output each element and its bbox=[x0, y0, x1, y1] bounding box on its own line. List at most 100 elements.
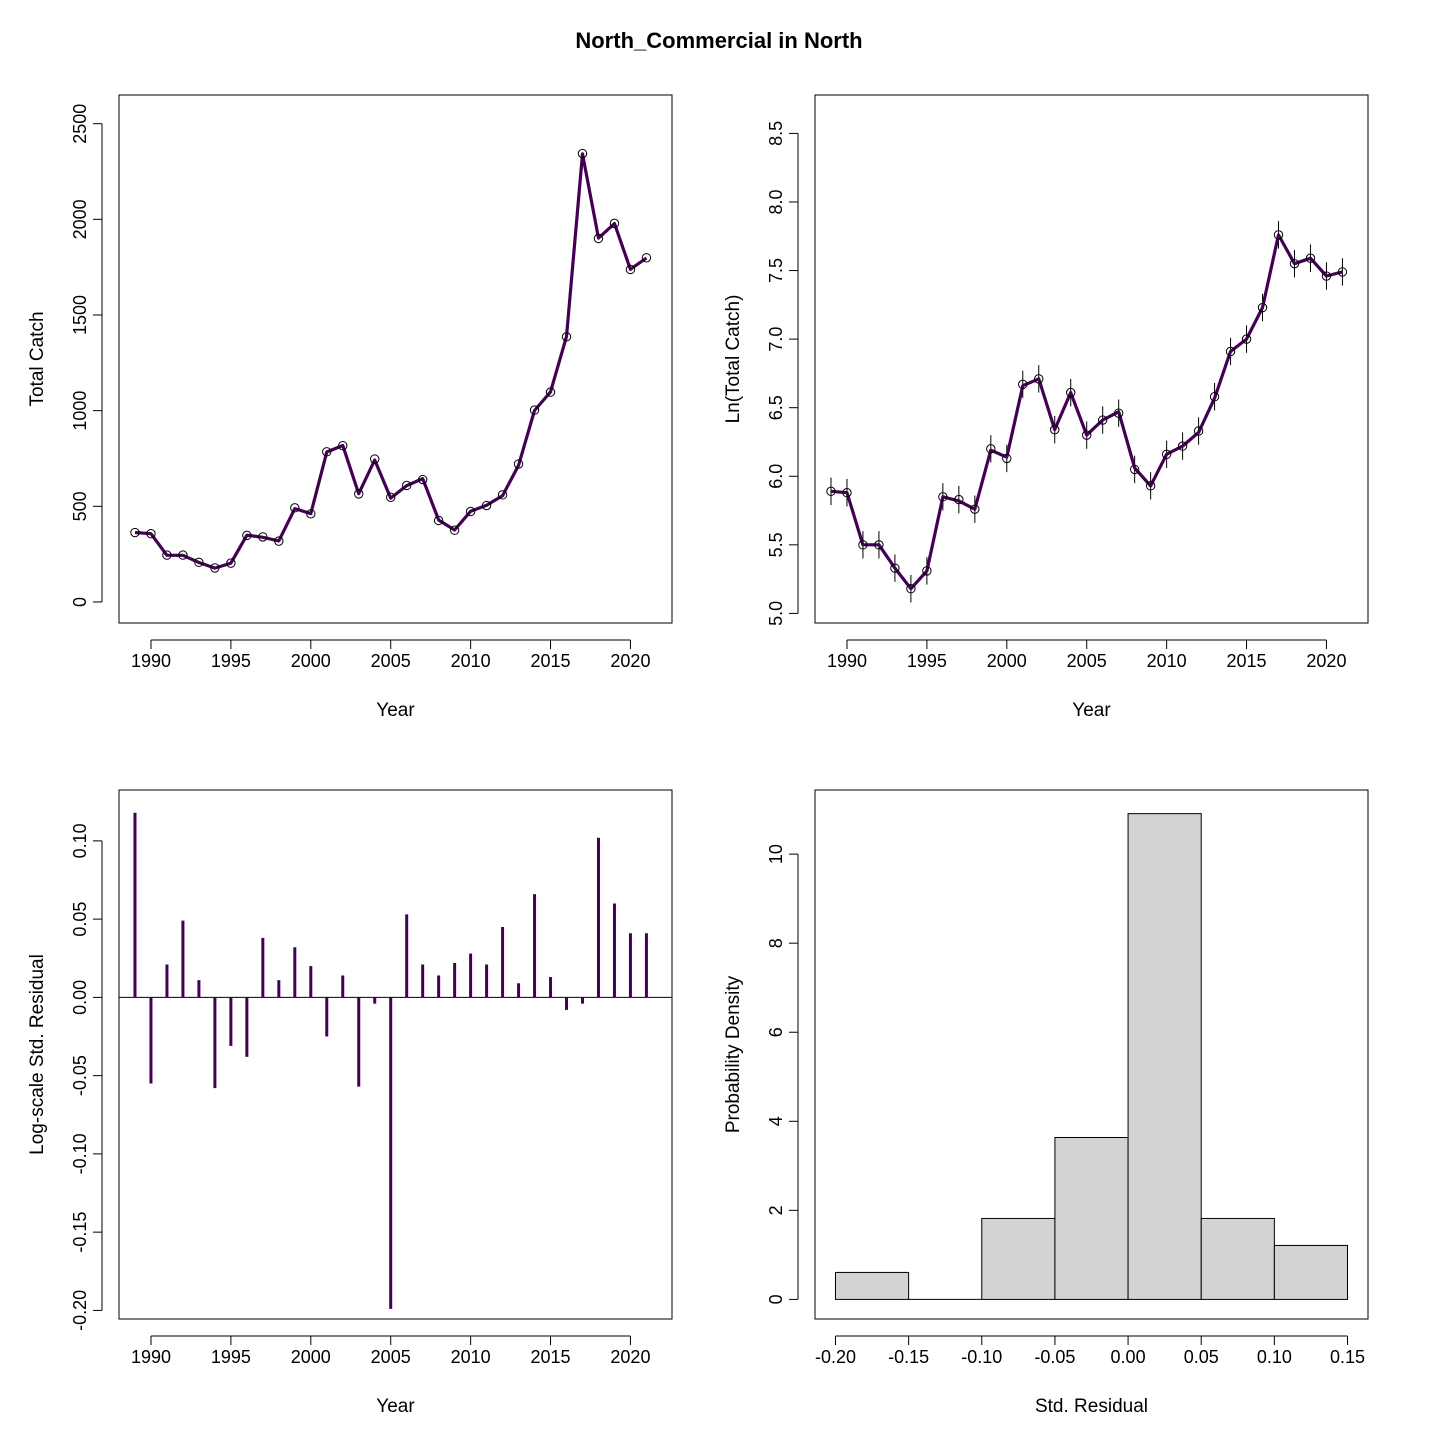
x-tick-label: 2015 bbox=[531, 1347, 571, 1367]
histogram-bar bbox=[834, 1271, 910, 1300]
x-tick-label: 1990 bbox=[131, 651, 171, 671]
y-tick-label: -0.20 bbox=[70, 1290, 90, 1331]
panel-log-scale-residuals: 1990 1995 2000 2005 2010 2015 2020 -0.20 -0.15 -0… bbox=[27, 789, 673, 1417]
observed-point bbox=[1034, 374, 1044, 384]
x-axis-title: Std. Residual bbox=[1035, 1396, 1148, 1417]
y-tick-label: 8.0 bbox=[766, 189, 786, 214]
observed-point bbox=[1082, 430, 1092, 440]
y-tick-label: 10 bbox=[766, 844, 786, 864]
observed-point bbox=[386, 492, 396, 503]
y-tick-label: 0 bbox=[766, 1294, 786, 1304]
observed-point bbox=[449, 525, 460, 535]
observed-point bbox=[593, 233, 604, 244]
observed-point bbox=[641, 253, 652, 263]
observed-point bbox=[1002, 453, 1012, 464]
observed-point bbox=[890, 563, 900, 573]
observed-point bbox=[513, 459, 524, 469]
histogram-bar bbox=[1200, 1217, 1275, 1300]
y-tick-label: 500 bbox=[70, 491, 90, 521]
y-tick-label: 5.0 bbox=[766, 601, 786, 626]
observed-point bbox=[306, 509, 316, 519]
observed-point bbox=[1145, 481, 1156, 491]
observed-point bbox=[274, 536, 284, 546]
x-tick-label: 2020 bbox=[610, 1347, 650, 1367]
histogram-bar bbox=[1273, 1244, 1349, 1300]
plot-frame bbox=[118, 789, 673, 1320]
observed-point bbox=[258, 532, 268, 542]
x-tick-label: 2005 bbox=[371, 651, 411, 671]
x-tick-label: 2000 bbox=[987, 651, 1027, 671]
x-tick-label: 2010 bbox=[451, 651, 491, 671]
observed-point bbox=[1018, 379, 1028, 390]
observed-point bbox=[226, 558, 236, 568]
observed-point bbox=[1209, 392, 1220, 402]
observed-point bbox=[625, 264, 636, 275]
y-tick-label: 1000 bbox=[70, 391, 90, 431]
observed-point bbox=[922, 566, 932, 576]
observed-point bbox=[401, 480, 412, 491]
observed-point bbox=[1321, 271, 1332, 281]
x-axis-title: Year bbox=[1072, 700, 1111, 721]
x-tick-label: 0.00 bbox=[1111, 1347, 1146, 1367]
x-tick-label: -0.10 bbox=[961, 1347, 1002, 1367]
observed-point bbox=[1097, 415, 1108, 425]
x-tick-label: 1995 bbox=[211, 1347, 251, 1367]
observed-point bbox=[842, 488, 852, 498]
x-tick-label: 2010 bbox=[451, 1347, 491, 1367]
x-tick-label: 2000 bbox=[291, 651, 331, 671]
x-tick-label: 2000 bbox=[291, 1347, 331, 1367]
panel-ln-total-catch: 1990 1995 2000 2005 2010 2015 2020 5.0 5.5 6.0 6.5… bbox=[723, 94, 1369, 721]
x-tick-label: 2015 bbox=[1227, 651, 1267, 671]
y-tick-label: 5.5 bbox=[766, 532, 786, 557]
observed-point bbox=[1066, 387, 1076, 398]
observed-point bbox=[938, 492, 948, 502]
observed-point bbox=[1193, 426, 1204, 436]
observed-point bbox=[545, 387, 556, 397]
observed-point bbox=[417, 474, 428, 485]
x-tick-label: 2020 bbox=[610, 651, 650, 671]
observed-point bbox=[1225, 346, 1236, 357]
observed-point bbox=[194, 557, 204, 568]
observed-point bbox=[1113, 408, 1124, 418]
observed-point bbox=[210, 563, 220, 573]
observed-point bbox=[162, 550, 172, 560]
observed-point bbox=[146, 528, 156, 539]
y-tick-label: 7.0 bbox=[766, 327, 786, 352]
observed-point bbox=[465, 506, 476, 517]
y-axis-title: Probability Density bbox=[723, 975, 744, 1133]
observed-point bbox=[1305, 253, 1316, 263]
x-tick-label: 1995 bbox=[907, 651, 947, 671]
y-axis-title: Log-scale Std. Residual bbox=[27, 954, 48, 1155]
observed-point bbox=[858, 540, 868, 550]
observed-point bbox=[970, 504, 980, 514]
observed-point bbox=[130, 527, 140, 538]
observed-point bbox=[954, 494, 964, 505]
observed-point bbox=[322, 447, 332, 457]
observed-point bbox=[1050, 424, 1060, 435]
y-tick-label: 2500 bbox=[70, 104, 90, 144]
y-tick-label: 2 bbox=[766, 1205, 786, 1215]
histogram-bar bbox=[1054, 1137, 1129, 1300]
y-tick-label: -0.15 bbox=[70, 1212, 90, 1253]
observed-point bbox=[609, 218, 620, 229]
observed-point bbox=[242, 530, 252, 541]
observed-point bbox=[1289, 258, 1300, 269]
x-axis-title: Year bbox=[376, 1396, 415, 1417]
plot-frame bbox=[118, 94, 673, 624]
observed-point bbox=[1161, 449, 1172, 460]
y-tick-label: 0 bbox=[70, 597, 90, 607]
x-tick-label: 1990 bbox=[131, 1347, 171, 1367]
x-axis-title: Year bbox=[376, 700, 415, 721]
y-tick-label: 6.5 bbox=[766, 395, 786, 420]
y-tick-label: -0.05 bbox=[70, 1055, 90, 1096]
y-axis-title: Total Catch bbox=[27, 311, 48, 406]
x-tick-label: 0.10 bbox=[1257, 1347, 1292, 1367]
x-tick-label: 2010 bbox=[1147, 651, 1187, 671]
observed-point bbox=[1337, 267, 1348, 277]
observed-point bbox=[874, 540, 884, 550]
observed-point bbox=[1257, 302, 1268, 313]
y-tick-label: 8 bbox=[766, 938, 786, 948]
y-tick-label: 1500 bbox=[70, 295, 90, 335]
observed-point bbox=[481, 500, 492, 511]
